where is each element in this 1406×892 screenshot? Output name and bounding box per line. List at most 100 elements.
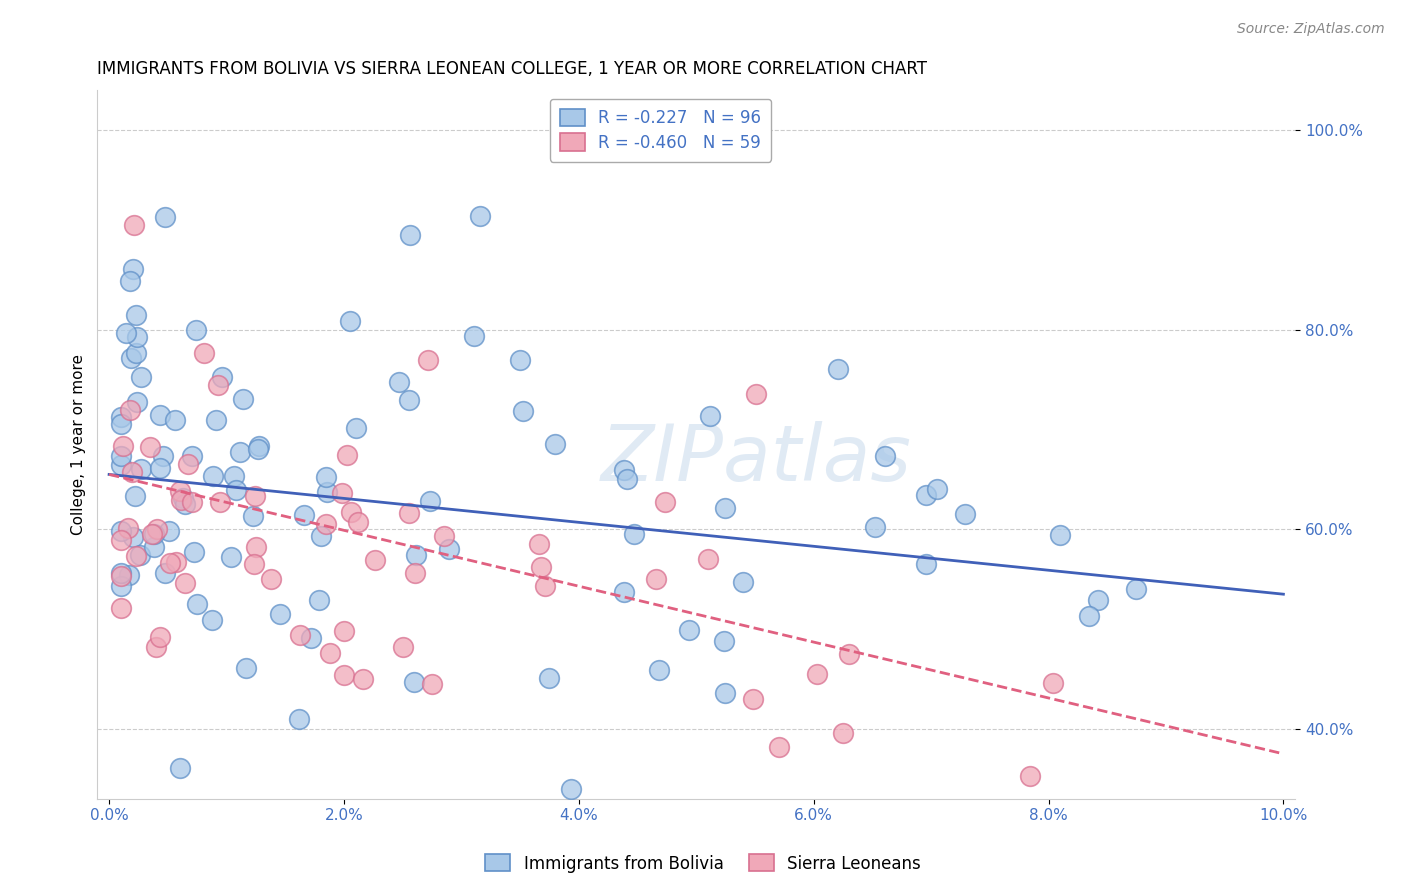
Point — [121, 465, 143, 479]
Point — [873, 449, 896, 463]
Point — [193, 346, 215, 360]
Point — [125, 346, 148, 360]
Point — [654, 494, 676, 508]
Point — [260, 572, 283, 586]
Point — [110, 600, 132, 615]
Point — [416, 353, 439, 368]
Point — [110, 566, 132, 580]
Point — [613, 585, 636, 599]
Point — [177, 457, 200, 471]
Point — [537, 671, 560, 685]
Point — [242, 509, 264, 524]
Point — [468, 209, 491, 223]
Point — [404, 566, 426, 580]
Point — [110, 524, 132, 538]
Point — [299, 632, 322, 646]
Point — [399, 228, 422, 243]
Point — [616, 472, 638, 486]
Point — [340, 505, 363, 519]
Point — [714, 685, 737, 699]
Point — [865, 519, 887, 533]
Point — [1087, 593, 1109, 607]
Point — [290, 628, 312, 642]
Point — [165, 555, 187, 569]
Point — [159, 556, 181, 570]
Point — [141, 527, 163, 541]
Point — [292, 508, 315, 523]
Point — [122, 262, 145, 277]
Point — [678, 624, 700, 638]
Point — [733, 574, 755, 589]
Point — [173, 498, 195, 512]
Point — [149, 630, 172, 644]
Point — [332, 486, 354, 500]
Point — [1049, 527, 1071, 541]
Point — [153, 566, 176, 581]
Point — [419, 494, 441, 508]
Point — [181, 449, 204, 463]
Point — [398, 507, 420, 521]
Point — [224, 468, 246, 483]
Point — [953, 508, 976, 522]
Point — [745, 387, 768, 401]
Point — [110, 417, 132, 431]
Point — [110, 449, 132, 463]
Point — [364, 553, 387, 567]
Point — [129, 462, 152, 476]
Point — [346, 421, 368, 435]
Point — [129, 548, 152, 562]
Text: Source: ZipAtlas.com: Source: ZipAtlas.com — [1237, 22, 1385, 37]
Point — [623, 526, 645, 541]
Point — [838, 647, 860, 661]
Point — [288, 712, 311, 726]
Point — [827, 361, 849, 376]
Point — [832, 725, 855, 739]
Point — [422, 676, 444, 690]
Point — [1042, 676, 1064, 690]
Point — [110, 409, 132, 424]
Point — [225, 483, 247, 497]
Point — [927, 482, 949, 496]
Point — [768, 739, 790, 754]
Point — [308, 593, 330, 607]
Point — [110, 579, 132, 593]
Point — [169, 483, 191, 498]
Point — [309, 529, 332, 543]
Point — [806, 666, 828, 681]
Point — [143, 540, 166, 554]
Legend: R = -0.227   N = 96, R = -0.460   N = 59: R = -0.227 N = 96, R = -0.460 N = 59 — [550, 99, 770, 161]
Point — [202, 468, 225, 483]
Point — [530, 560, 553, 574]
Point — [333, 624, 356, 639]
Point — [117, 521, 139, 535]
Point — [111, 439, 134, 453]
Point — [110, 569, 132, 583]
Point — [118, 402, 141, 417]
Point — [127, 394, 149, 409]
Point — [697, 552, 720, 566]
Point — [391, 640, 413, 654]
Point — [613, 463, 636, 477]
Point — [439, 542, 461, 557]
Point — [339, 313, 361, 327]
Point — [713, 633, 735, 648]
Point — [398, 392, 420, 407]
Point — [512, 404, 534, 418]
Point — [163, 413, 186, 427]
Point — [152, 449, 174, 463]
Point — [315, 516, 337, 531]
Point — [243, 557, 266, 571]
Point — [129, 369, 152, 384]
Point — [183, 545, 205, 559]
Point — [207, 377, 229, 392]
Point — [316, 484, 339, 499]
Point — [648, 663, 671, 677]
Point — [205, 413, 228, 427]
Point — [122, 218, 145, 232]
Point — [560, 781, 582, 796]
Point — [122, 530, 145, 544]
Point — [153, 210, 176, 224]
Point — [120, 275, 142, 289]
Point — [184, 323, 207, 337]
Point — [527, 537, 550, 551]
